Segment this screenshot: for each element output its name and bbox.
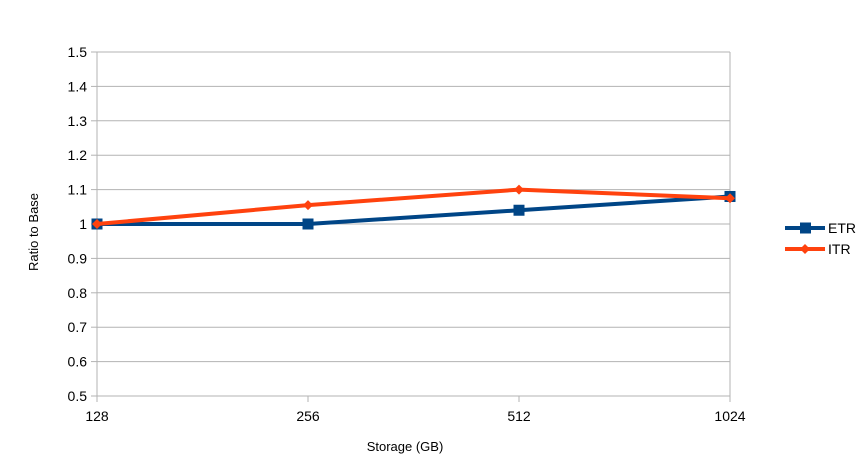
x-tick-label: 128	[85, 408, 109, 424]
data-point	[302, 218, 314, 230]
axes	[91, 51, 731, 402]
data-point	[725, 193, 735, 204]
legend-item-itr: ITR	[785, 241, 851, 257]
legend-label: ITR	[828, 241, 851, 257]
y-axis-title: Ratio to Base	[26, 193, 41, 271]
series-group	[91, 184, 736, 230]
legend-marker	[800, 244, 810, 254]
x-tick-labels: 128 256 512 1024	[85, 408, 745, 424]
data-point	[92, 219, 102, 229]
y-tick-label: 1.5	[68, 44, 88, 60]
y-tick-label: 0.6	[68, 354, 88, 370]
y-tick-label: 1.1	[68, 182, 88, 198]
legend-marker	[800, 222, 811, 234]
y-tick-label: 1.3	[68, 113, 88, 129]
y-tick-label: 0.5	[68, 388, 88, 404]
legend-item-etr: ETR	[785, 220, 856, 236]
data-point	[514, 184, 524, 195]
y-tick-label: 1.4	[68, 78, 88, 94]
series-itr	[92, 184, 735, 229]
y-tick-labels: 0.5 0.6 0.7 0.8 0.9 1 1.1 1.2 1.3 1.4 1.5	[68, 44, 88, 404]
y-tick-label: 0.9	[68, 250, 88, 266]
legend-label: ETR	[828, 220, 856, 236]
x-tick-label: 512	[507, 408, 531, 424]
series-line-itr	[96, 187, 731, 226]
x-axis-title: Storage (GB)	[367, 439, 444, 454]
series-line-etr	[97, 194, 731, 226]
data-point	[513, 204, 525, 216]
y-tick-label: 0.8	[68, 285, 88, 301]
x-tick-label: 1024	[714, 408, 745, 424]
y-tick-label: 0.7	[68, 319, 88, 335]
x-tick-label: 256	[296, 408, 320, 424]
data-point	[303, 200, 313, 211]
legend: ETR ITR	[785, 220, 856, 257]
y-tick-label: 1	[79, 216, 87, 232]
y-tick-label: 1.2	[68, 147, 88, 163]
